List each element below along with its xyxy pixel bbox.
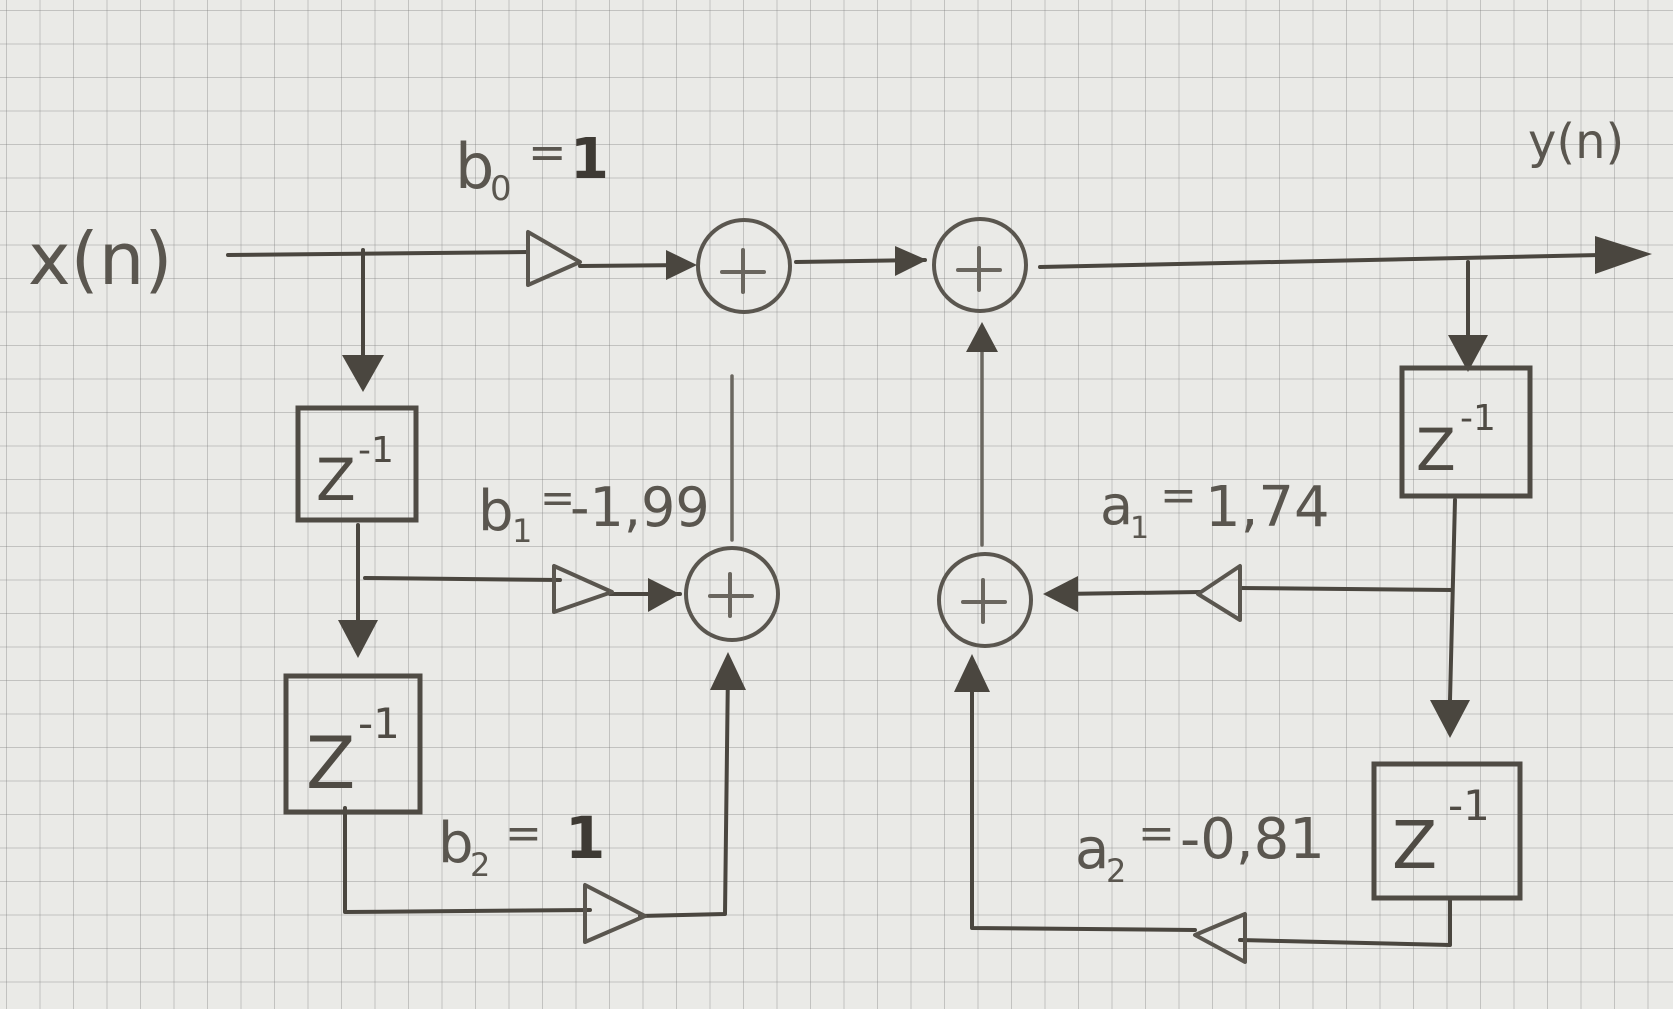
wire-delay1-to-b1 [363, 576, 562, 582]
arrowhead-into-adder3-bottom [710, 652, 746, 690]
svg-text:=: = [1160, 470, 1197, 521]
svg-text:Z: Z [316, 446, 356, 514]
wire-fbdelay1-to-a1 [1238, 586, 1454, 592]
svg-text:b: b [438, 811, 474, 876]
svg-text:-0,81: -0,81 [1180, 807, 1325, 872]
svg-text:=: = [505, 808, 542, 859]
svg-text:-1: -1 [358, 699, 400, 748]
wire-delay2-down [343, 806, 592, 914]
wire-a1-to-adder4 [1058, 590, 1202, 596]
svg-text:-1: -1 [1448, 781, 1490, 830]
arrowhead-into-fbdelay1 [1448, 335, 1488, 372]
delay-box-fb-2: Z -1 [1371, 761, 1523, 901]
gain-b2 [583, 883, 647, 944]
coefficient-b0-label: b 0 = 1 [455, 125, 609, 209]
arrowhead-into-delay2 [338, 620, 378, 658]
adder-1 [696, 218, 792, 314]
delay-box-2: Z -1 [283, 673, 423, 815]
svg-text:1: 1 [570, 127, 609, 192]
wire-fbdelay1-to-fbdelay2 [1448, 498, 1457, 702]
arrowhead-into-adder1 [666, 250, 697, 280]
input-label: x(n) [28, 217, 172, 301]
svg-text:2: 2 [470, 846, 490, 884]
svg-text:b: b [455, 130, 494, 203]
adder-4 [937, 552, 1033, 648]
gain-a2 [1193, 912, 1247, 964]
svg-text:1: 1 [1130, 511, 1149, 546]
arrowheads [338, 236, 1652, 738]
svg-text:=: = [1138, 808, 1175, 859]
svg-text:Z: Z [1416, 416, 1456, 484]
arrowhead-output [1595, 236, 1652, 274]
adder-3 [684, 546, 780, 642]
svg-text:1,74: 1,74 [1205, 475, 1330, 540]
svg-text:1: 1 [512, 512, 532, 550]
svg-text:=: = [528, 125, 567, 179]
svg-text:a: a [1100, 474, 1133, 537]
delay-box-1: Z -1 [295, 405, 419, 523]
coefficient-a1-label: a 1 = 1,74 [1100, 470, 1330, 546]
svg-text:-1: -1 [1460, 398, 1496, 439]
gain-b0 [526, 230, 582, 287]
wire-input-to-b0 [226, 250, 530, 257]
coefficient-a2-label: a 2 = -0,81 [1075, 807, 1325, 890]
gain-b1 [552, 564, 614, 614]
svg-text:Z: Z [306, 721, 355, 805]
svg-text:=: = [540, 473, 575, 522]
coefficient-b2-label: b 2 = 1 [438, 804, 605, 884]
output-label: y(n) [1528, 114, 1624, 170]
arrowhead-into-adder2-bottom [966, 322, 998, 352]
gain-a1 [1196, 564, 1242, 622]
arrowhead-into-adder3-left [648, 578, 680, 612]
arrowhead-into-adder4-bottom [954, 654, 990, 692]
svg-text:a: a [1075, 817, 1109, 882]
arrowhead-into-delay1 [342, 355, 384, 392]
svg-text:2: 2 [1106, 852, 1126, 890]
svg-text:b: b [478, 479, 514, 544]
svg-text:-1,99: -1,99 [570, 476, 710, 539]
svg-text:Z: Z [1392, 807, 1437, 884]
adder-2 [932, 217, 1028, 313]
arrowhead-into-adder2 [895, 246, 927, 276]
wire-fbdelay2-down [1238, 896, 1452, 947]
wire-a2-to-adder4 [970, 670, 1197, 932]
wire-adder2-to-output [1038, 253, 1602, 269]
gain-triangles [526, 230, 1247, 964]
svg-text:0: 0 [490, 169, 512, 209]
svg-text:-1: -1 [358, 430, 394, 471]
delay-box-fb-1: Z -1 [1399, 365, 1533, 499]
wire-b2-to-adder3 [638, 666, 730, 918]
arrowhead-into-adder4-right [1043, 576, 1078, 612]
coefficient-b1-label: b 1 = -1,99 [478, 473, 710, 550]
svg-text:1: 1 [565, 804, 605, 872]
arrowhead-into-fbdelay2 [1430, 700, 1470, 738]
